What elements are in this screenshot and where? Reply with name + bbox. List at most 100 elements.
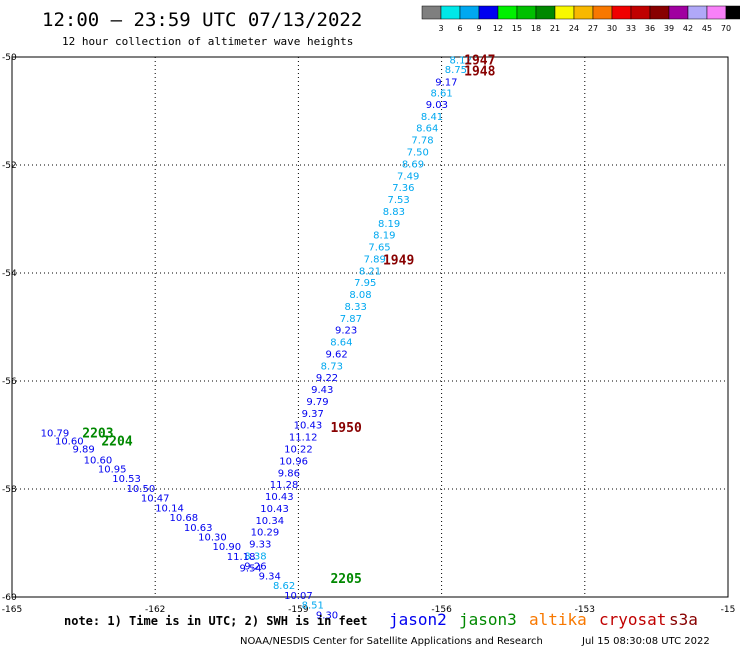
x-tick-label: -15 bbox=[721, 605, 736, 615]
plot-grid bbox=[12, 57, 728, 597]
wave-height-value: 9.89 bbox=[72, 445, 94, 456]
color-scale-swatch bbox=[440, 5, 461, 20]
wave-height-value: 8.83 bbox=[383, 207, 405, 218]
wave-height-value: 8.21 bbox=[359, 266, 381, 277]
wave-height-value: 10.43 bbox=[265, 492, 294, 503]
wave-height-value: 7.65 bbox=[368, 243, 390, 254]
wave-height-value: 8.69 bbox=[402, 159, 424, 170]
color-scale-label: 36 bbox=[645, 24, 655, 33]
color-scale-label: 45 bbox=[702, 24, 712, 33]
legend-cryosat: cryosat bbox=[599, 610, 666, 629]
wave-height-value: 9.54 bbox=[240, 563, 262, 574]
wave-height-value: 9.34 bbox=[259, 571, 281, 582]
wave-height-value: 9.37 bbox=[302, 409, 324, 420]
wave-height-value: 8.62 bbox=[273, 581, 295, 592]
x-tick-label: -165 bbox=[2, 605, 22, 615]
chart-subtitle: 12 hour collection of altimeter wave hei… bbox=[62, 35, 353, 48]
color-scale-label: 3 bbox=[438, 24, 443, 33]
wave-height-value: 7.89 bbox=[364, 254, 386, 265]
wave-height-value: 10.96 bbox=[279, 456, 308, 467]
wave-height-value: 10.14 bbox=[155, 503, 184, 514]
wave-height-value: 9.62 bbox=[325, 349, 347, 360]
axis-ticks: -165 -162 -159 -156 -153 -15 -50 -52 -54 -56 -58 -6… bbox=[2, 53, 736, 615]
wave-height-value: 9.22 bbox=[316, 373, 338, 384]
wave-height-value: 9.26 bbox=[244, 562, 266, 573]
color-scale-label: 42 bbox=[683, 24, 693, 33]
wave-height-value: 10.43 bbox=[294, 421, 323, 432]
color-scale-swatch bbox=[668, 5, 689, 20]
wave-height-value: 10.60 bbox=[84, 455, 113, 466]
wave-height-value: 8.38 bbox=[244, 551, 266, 562]
legend-note: note: 1) Time is in UTC; 2) SWH is in fe… bbox=[64, 614, 367, 628]
wave-height-value: 8.19 bbox=[378, 219, 400, 230]
color-scale-label: 18 bbox=[531, 24, 541, 33]
pass-label: 1947 bbox=[464, 54, 495, 69]
color-scale-label: 24 bbox=[569, 24, 579, 33]
pass-label: 2203 bbox=[82, 426, 113, 441]
y-tick-label: -50 bbox=[2, 53, 17, 63]
color-scale-label: 12 bbox=[493, 24, 503, 33]
wave-height-value: 8.12 bbox=[450, 56, 472, 67]
pass-label: 1949 bbox=[383, 254, 414, 269]
legend-jason2: jason2 bbox=[389, 610, 447, 629]
wave-height-value: 7.95 bbox=[354, 278, 376, 289]
wave-height-value: 8.51 bbox=[302, 601, 324, 612]
color-scale-swatch bbox=[497, 5, 518, 20]
x-tick-label: -162 bbox=[145, 605, 165, 615]
color-scale-label: 30 bbox=[607, 24, 617, 33]
legend-s3a: s3a bbox=[669, 610, 698, 629]
wave-height-value: 9.86 bbox=[278, 468, 300, 479]
wave-height-value: 10.30 bbox=[198, 533, 227, 544]
color-scale-label: 9 bbox=[476, 24, 481, 33]
wave-height-value: 7.50 bbox=[407, 148, 429, 159]
wave-height-values: 8.128.759.178.619.038.418.647.787.508.69… bbox=[41, 56, 472, 622]
color-scale-swatch bbox=[611, 5, 632, 20]
wave-height-value: 10.68 bbox=[170, 513, 199, 524]
pass-label: 1948 bbox=[464, 65, 495, 80]
color-scale-swatch bbox=[478, 5, 499, 20]
wave-height-value: 7.49 bbox=[397, 171, 419, 182]
color-scale-swatch bbox=[725, 5, 740, 20]
pass-label: 2205 bbox=[330, 572, 361, 587]
wave-height-value: 10.90 bbox=[212, 542, 241, 553]
y-tick-label: -52 bbox=[2, 161, 17, 171]
color-scale-swatch bbox=[706, 5, 727, 20]
wave-height-value: 10.63 bbox=[184, 523, 213, 534]
legend-jason3: jason3 bbox=[459, 610, 517, 629]
legend-altika: altika bbox=[529, 610, 587, 629]
y-tick-label: -56 bbox=[2, 377, 17, 387]
y-tick-label: -58 bbox=[2, 485, 17, 495]
wave-height-value: 9.79 bbox=[306, 397, 328, 408]
color-scale-label: 70 bbox=[721, 24, 731, 33]
wave-height-value: 11.12 bbox=[289, 433, 318, 444]
wave-height-value: 9.33 bbox=[249, 540, 271, 551]
satellite-legend: jason2 jason3 altika cryosat s3a bbox=[389, 610, 698, 629]
wave-height-value: 9.30 bbox=[316, 610, 338, 621]
y-tick-label: -60 bbox=[2, 593, 17, 603]
wave-height-value: 8.73 bbox=[321, 361, 343, 372]
wave-height-value: 8.08 bbox=[349, 290, 371, 301]
color-scale-swatch bbox=[535, 5, 556, 20]
color-scale-label: 6 bbox=[457, 24, 462, 33]
y-tick-label: -54 bbox=[2, 269, 17, 279]
wave-height-value: 9.23 bbox=[335, 326, 357, 337]
wave-height-value: 10.22 bbox=[284, 445, 313, 456]
color-scale-swatch bbox=[573, 5, 594, 20]
wave-height-value: 8.61 bbox=[430, 89, 452, 100]
wave-height-value: 8.64 bbox=[416, 124, 438, 135]
wave-height-value: 11.28 bbox=[270, 480, 299, 491]
plot-frame bbox=[11, 56, 729, 598]
wave-height-value: 8.19 bbox=[373, 231, 395, 242]
color-scale-label: 27 bbox=[588, 24, 598, 33]
wave-height-value: 10.07 bbox=[284, 591, 313, 602]
wave-height-value: 10.47 bbox=[141, 494, 170, 505]
wave-height-value: 7.78 bbox=[411, 136, 433, 147]
wave-height-value: 9.43 bbox=[311, 385, 333, 396]
color-scale-swatch bbox=[649, 5, 670, 20]
wave-height-value: 10.95 bbox=[98, 464, 127, 475]
x-tick-label: -153 bbox=[575, 605, 595, 615]
wave-height-value: 8.41 bbox=[421, 112, 443, 123]
